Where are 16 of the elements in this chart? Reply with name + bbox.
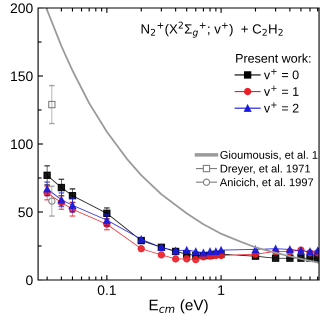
legend-label: Dreyer, et al. 1971 — [220, 164, 310, 175]
legend-label: v$^{+}$ = 2 — [264, 102, 298, 112]
legend-label: v$^{+}$ = 0 — [264, 68, 299, 80]
text: N$_{2}$$^{+}$(X$^{2}$Σ$_{g}$$^{+}$; v$^{+}$) + C$_{2}$H$_{2}$ — [142, 22, 283, 38]
y-tick-label: 50 — [18, 207, 33, 218]
y-tick-label: 100 — [11, 139, 33, 150]
x-axis-title: E$_{cm}$ (eV) — [150, 299, 208, 314]
x-tick-label: 1 — [218, 285, 224, 295]
x-tick-label: 0.1 — [98, 285, 116, 296]
y-tick-label: 150 — [11, 71, 33, 82]
y-tick-label: 0 — [26, 275, 33, 286]
y-tick-label: 200 — [10, 3, 33, 14]
legend-title: Present work: — [236, 54, 310, 63]
legend-label: Gioumousis, et al. 1 — [220, 150, 318, 160]
legend-label: v$^{+}$ = 1 — [264, 86, 299, 96]
legend-label: Anicich, et al. 1997 — [220, 178, 314, 188]
